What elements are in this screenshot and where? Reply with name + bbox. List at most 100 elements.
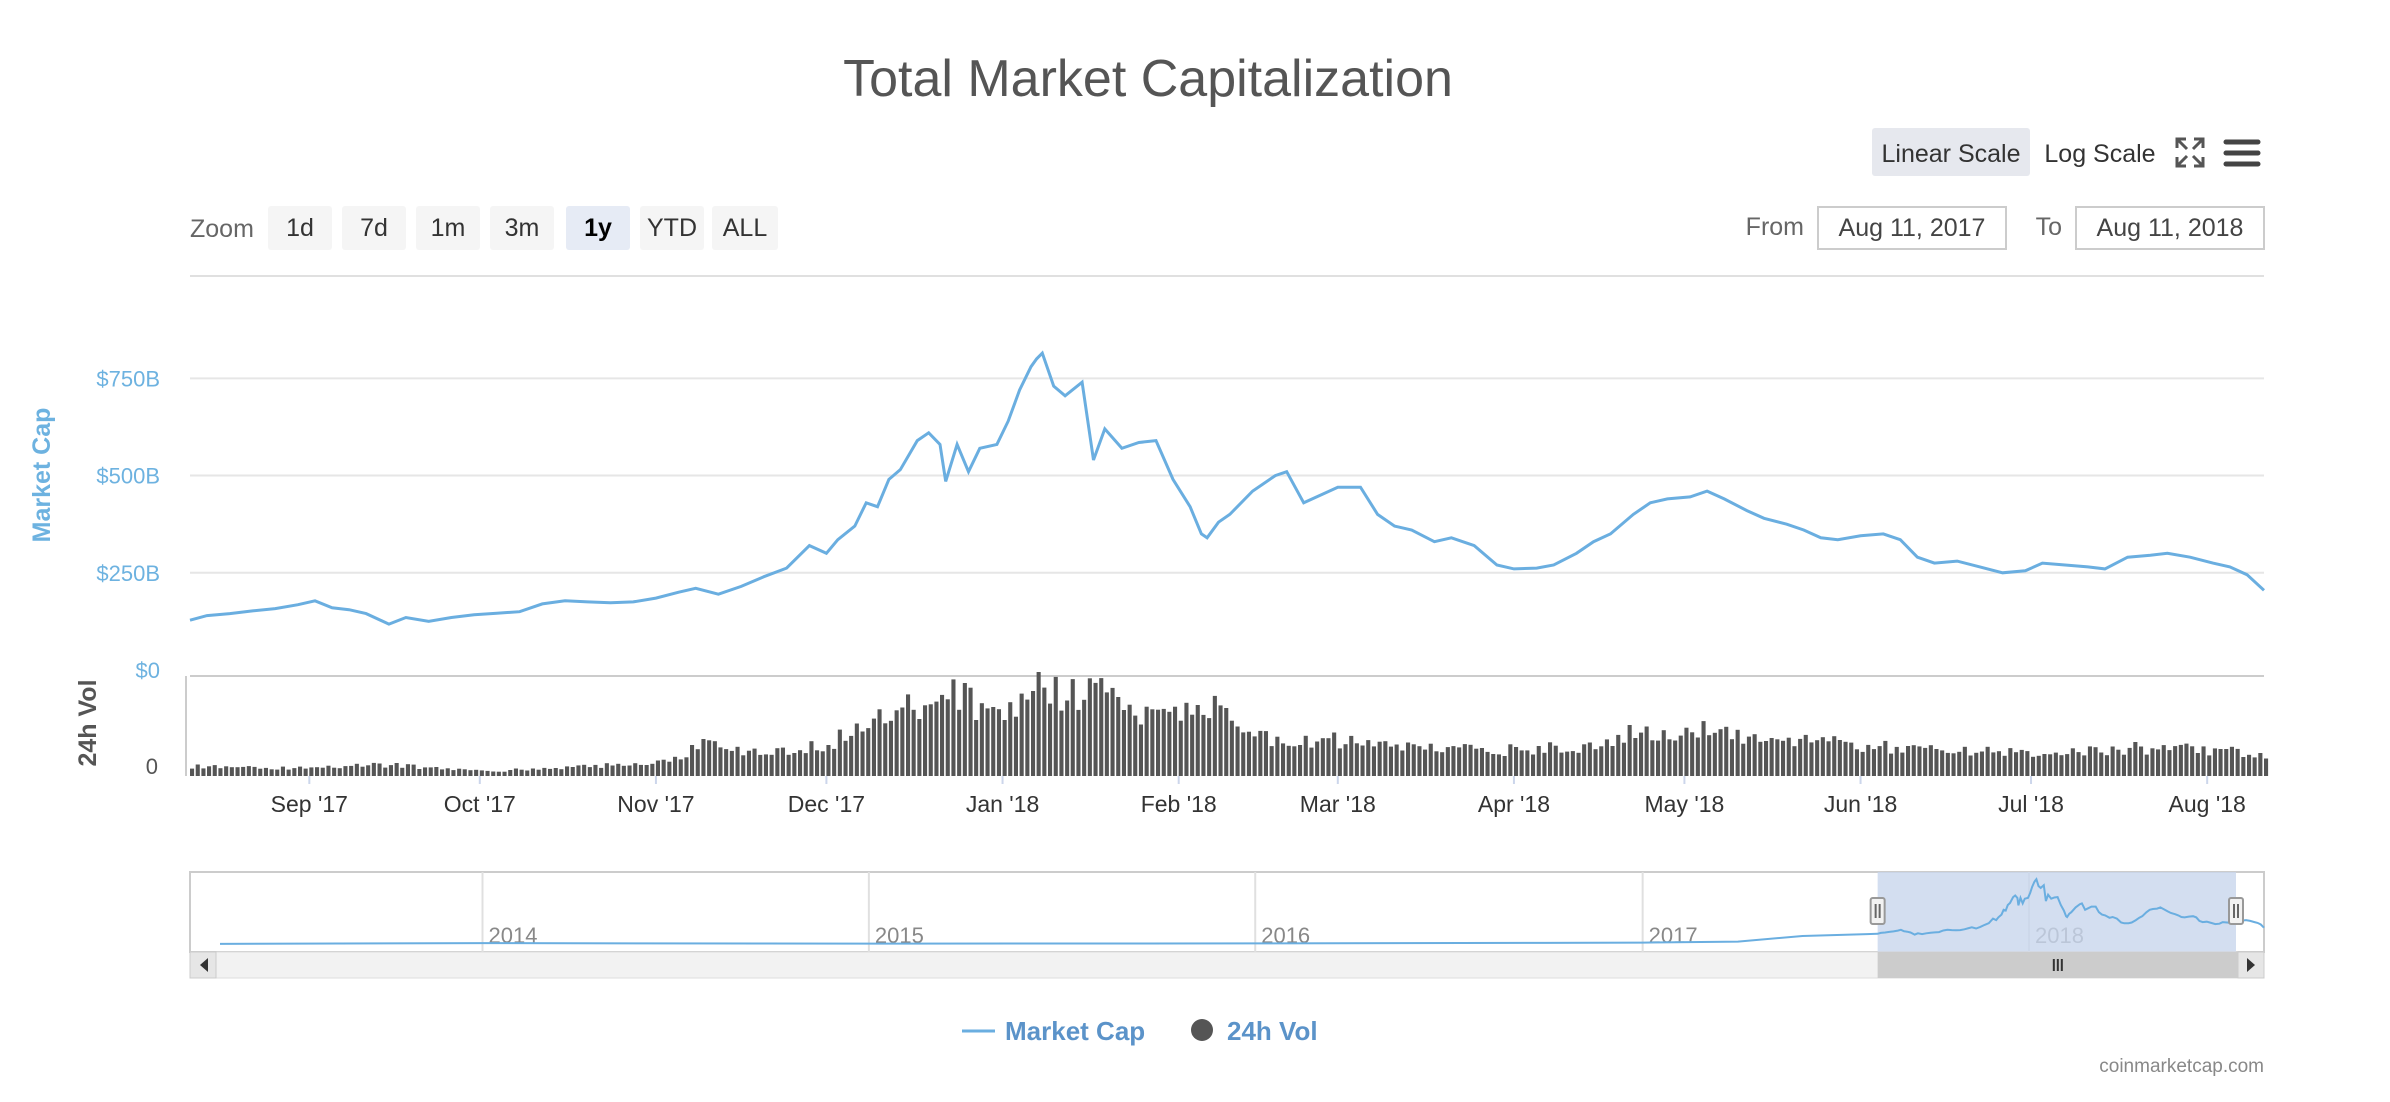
from-date-input[interactable]: Aug 11, 2017: [1817, 206, 2007, 250]
volume-bar: [2139, 746, 2144, 776]
volume-bar: [530, 768, 535, 776]
volume-bar: [2070, 748, 2075, 776]
volume-bar: [1769, 738, 1774, 776]
volume-bar: [1462, 744, 1467, 776]
volume-bar: [695, 749, 700, 776]
volume-bar: [2252, 757, 2257, 776]
zoom-button-1d[interactable]: 1d: [268, 206, 332, 250]
volume-bar: [2053, 752, 2058, 776]
menu-icon[interactable]: [2223, 139, 2261, 167]
volume-bar: [1406, 742, 1411, 776]
volume-bar: [1036, 672, 1041, 776]
volume-bar: [1224, 708, 1229, 776]
to-date-input[interactable]: Aug 11, 2018: [2075, 206, 2265, 250]
linear-scale-button[interactable]: Linear Scale: [1872, 128, 2030, 176]
from-date-value: Aug 11, 2017: [1839, 214, 1986, 242]
volume-bar: [962, 683, 967, 776]
volume-bar: [343, 766, 348, 776]
zoom-button-ytd[interactable]: YTD: [640, 206, 704, 250]
legend-market-cap[interactable]: Market Cap: [962, 1016, 1145, 1046]
zoom-button-3m[interactable]: 3m: [490, 206, 554, 250]
volume-bar: [1457, 747, 1462, 776]
volume-bar: [1423, 749, 1428, 776]
volume-bar: [383, 767, 388, 776]
volume-bar: [2025, 751, 2030, 776]
volume-bar: [298, 766, 303, 776]
volume-bar: [1008, 702, 1013, 776]
to-date-value: Aug 11, 2018: [2097, 214, 2244, 242]
volume-bar: [633, 763, 638, 776]
x-tick-label: Jul '18: [1998, 791, 2064, 817]
volume-bar: [1599, 746, 1604, 776]
volume-bar: [911, 709, 916, 776]
legend-volume[interactable]: 24h Vol: [1191, 1016, 1318, 1046]
volume-bar: [485, 770, 490, 776]
volume-bar: [1752, 734, 1757, 776]
navigator-year-label: 2014: [489, 923, 538, 948]
scroll-grip-icon[interactable]: [2052, 959, 2063, 971]
fullscreen-icon[interactable]: [2172, 134, 2208, 170]
volume-bar: [2127, 747, 2132, 776]
volume-bar: [1269, 746, 1274, 776]
volume-bar: [1332, 732, 1337, 776]
volume-bar: [1945, 752, 1950, 776]
credit-link[interactable]: coinmarketcap.com: [2099, 1056, 2264, 1077]
volume-bar: [769, 754, 774, 776]
volume-bar: [1656, 740, 1661, 776]
volume-bar: [1701, 721, 1706, 776]
zoom-button-label: 1y: [584, 214, 612, 242]
zoom-button-7d[interactable]: 7d: [342, 206, 406, 250]
scroll-right-icon[interactable]: [2237, 951, 2265, 979]
volume-bar: [1565, 751, 1570, 776]
volume-bar: [888, 720, 893, 776]
volume-bar: [2190, 746, 2195, 776]
volume-bar: [1894, 746, 1899, 776]
volume-bar: [655, 760, 660, 776]
zoom-button-1m[interactable]: 1m: [416, 206, 480, 250]
volume-bar: [1320, 738, 1325, 776]
scroll-left-icon[interactable]: [189, 951, 217, 979]
volume-bar: [1582, 744, 1587, 776]
navigator-handle-right[interactable]: [2228, 897, 2244, 925]
volume-bar: [775, 748, 780, 776]
volume-bar: [462, 769, 467, 776]
scrollbar[interactable]: [189, 951, 2265, 979]
zoom-button-all[interactable]: ALL: [712, 206, 778, 250]
log-scale-button[interactable]: Log Scale: [2040, 128, 2170, 176]
volume-bar: [690, 745, 695, 776]
volume-bar: [1644, 726, 1649, 776]
volume-bar: [496, 771, 501, 776]
volume-bar: [1985, 746, 1990, 776]
navigator-series-line: [219, 877, 2265, 945]
volume-bar: [968, 687, 973, 776]
navigator-selection[interactable]: [1877, 872, 2236, 952]
volume-bar: [349, 765, 354, 776]
from-label: From: [1746, 213, 1804, 241]
x-tick-label: Feb '18: [1141, 791, 1217, 817]
volume-bar: [229, 767, 234, 776]
volume-bar: [1718, 729, 1723, 776]
volume-bar: [809, 741, 814, 776]
volume-bar: [1906, 746, 1911, 776]
volume-bar: [1491, 754, 1496, 776]
volume-bar: [1474, 748, 1479, 776]
volume-bar: [1900, 752, 1905, 776]
volume-bar: [1286, 745, 1291, 776]
x-tick-label: Jan '18: [966, 791, 1039, 817]
to-label: To: [2036, 213, 2062, 241]
zoom-button-1y[interactable]: 1y: [566, 206, 630, 250]
volume-bar: [900, 707, 905, 776]
volume-bar: [1031, 691, 1036, 776]
volume-bar: [1218, 705, 1223, 776]
navigator-handle-left[interactable]: [1869, 897, 1886, 925]
volume-bar: [1536, 746, 1541, 776]
volume-bar: [1343, 744, 1348, 776]
volume-bar: [2229, 746, 2234, 776]
chart-title: Total Market Capitalization: [843, 50, 1453, 108]
volume-bar: [1690, 732, 1695, 776]
volume-bar: [1519, 750, 1524, 776]
volume-bar: [2082, 755, 2087, 776]
volume-bar: [1082, 699, 1087, 776]
zoom-button-label: 3m: [505, 214, 540, 242]
volume-bar: [1991, 752, 1996, 776]
